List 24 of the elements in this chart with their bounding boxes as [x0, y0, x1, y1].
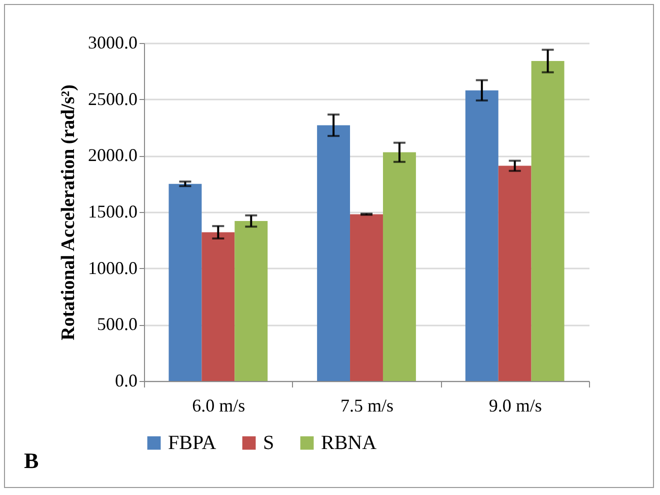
text: B [24, 448, 39, 473]
bar [531, 61, 564, 381]
y-axis-title: Rotational Acceleration (rad/s²) [58, 84, 79, 340]
x-tick-label: 6.0 m/s [192, 396, 246, 416]
legend-label: RBNA [321, 432, 378, 454]
legend-label: S [263, 432, 274, 454]
bar [498, 166, 532, 381]
bar [234, 221, 268, 381]
x-tick-label: 7.5 m/s [340, 396, 394, 416]
y-tick-label: 2000.0 [88, 145, 138, 166]
y-tick-label: 3000.0 [88, 32, 138, 52]
y-tick-label: 1000.0 [88, 258, 138, 278]
bar [382, 152, 416, 381]
y-tick-label: 500.0 [97, 314, 138, 334]
y-tick-label: 2500.0 [88, 88, 138, 109]
legend-label: FBPA [168, 432, 217, 454]
x-tick-label: 9.0 m/s [488, 396, 542, 416]
y-tick-label: 1500.0 [88, 202, 138, 222]
bar [202, 232, 235, 381]
bar [168, 184, 202, 381]
bar [350, 214, 383, 381]
bar [317, 125, 350, 381]
y-tick-label: 0.0 [115, 370, 138, 390]
bar [465, 90, 498, 381]
